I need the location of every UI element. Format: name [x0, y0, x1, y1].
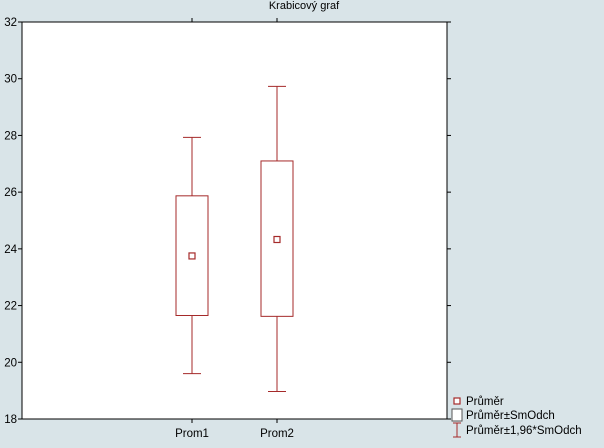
- y-axis: 18 20 22 24 26 28 30 32: [4, 17, 451, 426]
- y-tick-label: 30: [4, 74, 17, 86]
- legend-label: Průměr: [466, 396, 504, 408]
- series-layer: [175, 85, 294, 392]
- x-tick-label: Prom1: [175, 428, 209, 440]
- y-tick-label: 28: [4, 130, 17, 142]
- y-tick-label: 20: [4, 357, 17, 369]
- x-tick-label: Prom2: [260, 428, 294, 440]
- mean-marker: [188, 252, 196, 260]
- plot-area: [21, 21, 448, 420]
- legend-label: Průměr±SmOdch: [466, 410, 555, 422]
- y-tick-label: 32: [4, 17, 17, 29]
- legend-label: Průměr±1,96*SmOdch: [466, 425, 582, 437]
- box-group-prom1: [175, 136, 209, 375]
- y-tick-label: 26: [4, 187, 17, 199]
- y-tick-label: 24: [4, 244, 17, 256]
- legend: Průměr Průměr±SmOdch Průměr±1,96*SmOdch: [451, 396, 582, 438]
- legend-box-symbol: [451, 408, 463, 422]
- y-tick-label: 22: [4, 301, 17, 313]
- chart-title: Krabicový graf: [269, 0, 340, 12]
- legend-mean-marker: [453, 397, 461, 405]
- box-group-prom2: [260, 85, 294, 392]
- y-tick-label: 18: [4, 414, 17, 426]
- mean-marker: [273, 235, 281, 244]
- x-axis: Prom1 Prom2: [175, 18, 294, 440]
